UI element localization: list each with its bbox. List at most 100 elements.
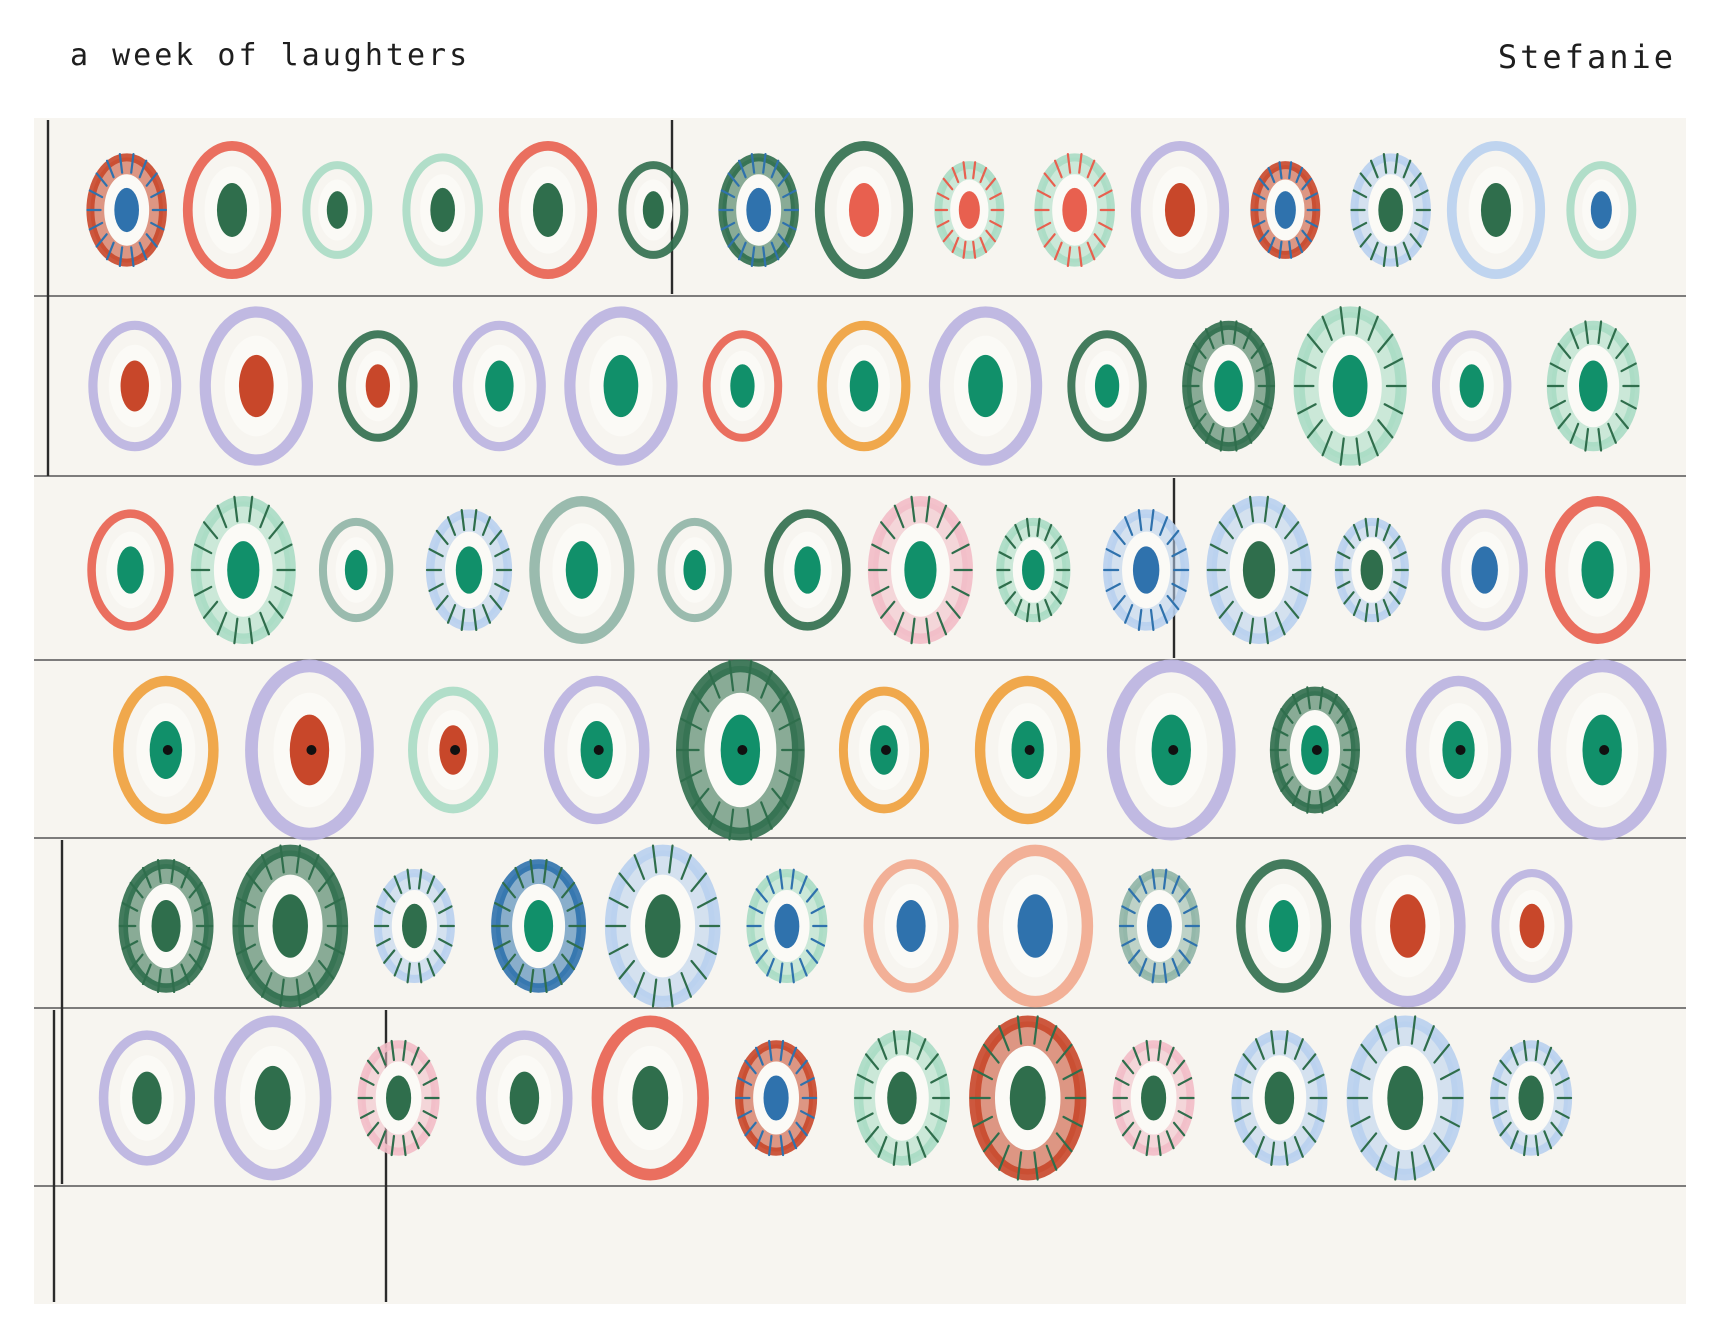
- eye-tick: [402, 1039, 407, 1062]
- eye-tick: [668, 978, 674, 1008]
- eye-tick: [1615, 412, 1629, 430]
- eye-tick: [795, 1059, 808, 1075]
- eye-tick: [1192, 342, 1207, 360]
- eye-tick: [768, 1134, 773, 1157]
- eye-tick: [728, 659, 735, 692]
- eye-tick: [680, 717, 703, 731]
- eye-tick: [1280, 708, 1294, 724]
- eye-tick: [1192, 412, 1207, 430]
- eye-tick: [1383, 403, 1404, 415]
- eye-tick: [1423, 1025, 1435, 1052]
- eye-pupil: [365, 364, 390, 408]
- eye-tick: [696, 943, 717, 956]
- eye-tick: [202, 600, 219, 619]
- eye-tick: [1178, 888, 1191, 903]
- eye-tick: [1232, 504, 1244, 529]
- eye-pupil: [968, 354, 1003, 418]
- eye-ring: [838, 686, 930, 814]
- eye-tick: [1183, 937, 1198, 947]
- eye-tick: [1250, 412, 1265, 430]
- eye-tick: [690, 959, 707, 980]
- eye-tick: [1374, 603, 1380, 623]
- eye-tick: [1336, 776, 1350, 792]
- eye-tick: [393, 957, 403, 977]
- eye-tick: [805, 949, 819, 964]
- eye-tick: [433, 949, 446, 964]
- eye-tick: [1306, 686, 1311, 710]
- eye-tick: [1341, 763, 1358, 773]
- eye-tick: [426, 875, 436, 895]
- eye-tick: [690, 872, 707, 893]
- eye-tick: [880, 521, 896, 540]
- eye-tick: [402, 1134, 407, 1157]
- eye-tick: [1364, 517, 1369, 537]
- eye-tick: [1289, 585, 1309, 597]
- eye-pupil: [794, 546, 821, 594]
- eye-tick: [1086, 241, 1096, 261]
- eye-tick: [1004, 535, 1017, 549]
- eye-tick: [460, 508, 466, 532]
- eye-tick: [1043, 233, 1056, 248]
- eye-tick: [417, 1059, 431, 1075]
- eye-tick: [406, 962, 411, 984]
- eye-tick: [1128, 888, 1141, 903]
- eye-tick: [260, 972, 273, 998]
- eye-tick: [798, 957, 808, 977]
- eye-tick: [696, 896, 717, 909]
- eye-tick: [1393, 551, 1407, 560]
- eye-tick: [1534, 1134, 1540, 1157]
- eye-tick: [417, 868, 423, 890]
- eye-tick: [985, 229, 997, 243]
- eye-tick: [1263, 495, 1269, 523]
- eye-tick: [417, 962, 423, 984]
- eye-tick: [1242, 328, 1253, 350]
- eye-tick: [778, 868, 784, 890]
- eye-tick: [750, 152, 756, 174]
- eye-tick: [728, 808, 735, 841]
- eye-tick: [1375, 1144, 1388, 1171]
- eye-tick: [998, 1025, 1010, 1052]
- eye-ring: [245, 659, 374, 841]
- eye-tick: [737, 1077, 753, 1086]
- eye-pupil: [1590, 191, 1612, 229]
- eye-tick: [259, 504, 270, 529]
- eye-tick: [390, 1039, 396, 1062]
- eye-tick: [324, 896, 345, 909]
- eye-tick: [561, 953, 576, 971]
- eye-tick: [1093, 172, 1106, 187]
- eye-tick: [1297, 357, 1317, 369]
- eye-tick: [942, 177, 954, 191]
- eye-tick: [1394, 246, 1399, 268]
- eye-ring: [817, 320, 911, 452]
- eye-tick: [1499, 1059, 1512, 1075]
- eye-tick: [202, 521, 219, 540]
- eye-tick: [1255, 362, 1273, 373]
- eye-pupil: [151, 899, 181, 953]
- eye-tick: [1254, 1038, 1265, 1060]
- eye-tick: [1252, 192, 1266, 201]
- eye-tick: [1043, 172, 1056, 187]
- eye-tick: [998, 551, 1012, 560]
- eye-tick: [435, 594, 449, 611]
- eye-pupil: [386, 1075, 412, 1121]
- eye-tick: [810, 937, 826, 947]
- eye-tick: [1149, 508, 1155, 532]
- eye-pupil: [1390, 894, 1426, 958]
- eye-tick: [435, 529, 449, 546]
- eye-tick: [945, 521, 961, 540]
- eye-tick: [744, 1059, 757, 1075]
- eye-tick: [972, 240, 977, 259]
- eye-tick: [1105, 548, 1121, 558]
- eye-tick: [924, 1053, 939, 1071]
- eye-tick: [1171, 548, 1187, 558]
- eye-tick: [233, 617, 239, 645]
- eye-tick: [930, 1073, 947, 1084]
- eye-tick: [121, 901, 139, 912]
- artwork-canvas: [34, 118, 1686, 1304]
- eye-tick: [779, 1039, 785, 1062]
- eye-tick: [1439, 1068, 1460, 1081]
- eye-tick: [778, 962, 784, 984]
- eye-tick: [1306, 790, 1311, 814]
- eye-pupil: [524, 899, 554, 953]
- eye-tick: [1270, 1030, 1276, 1055]
